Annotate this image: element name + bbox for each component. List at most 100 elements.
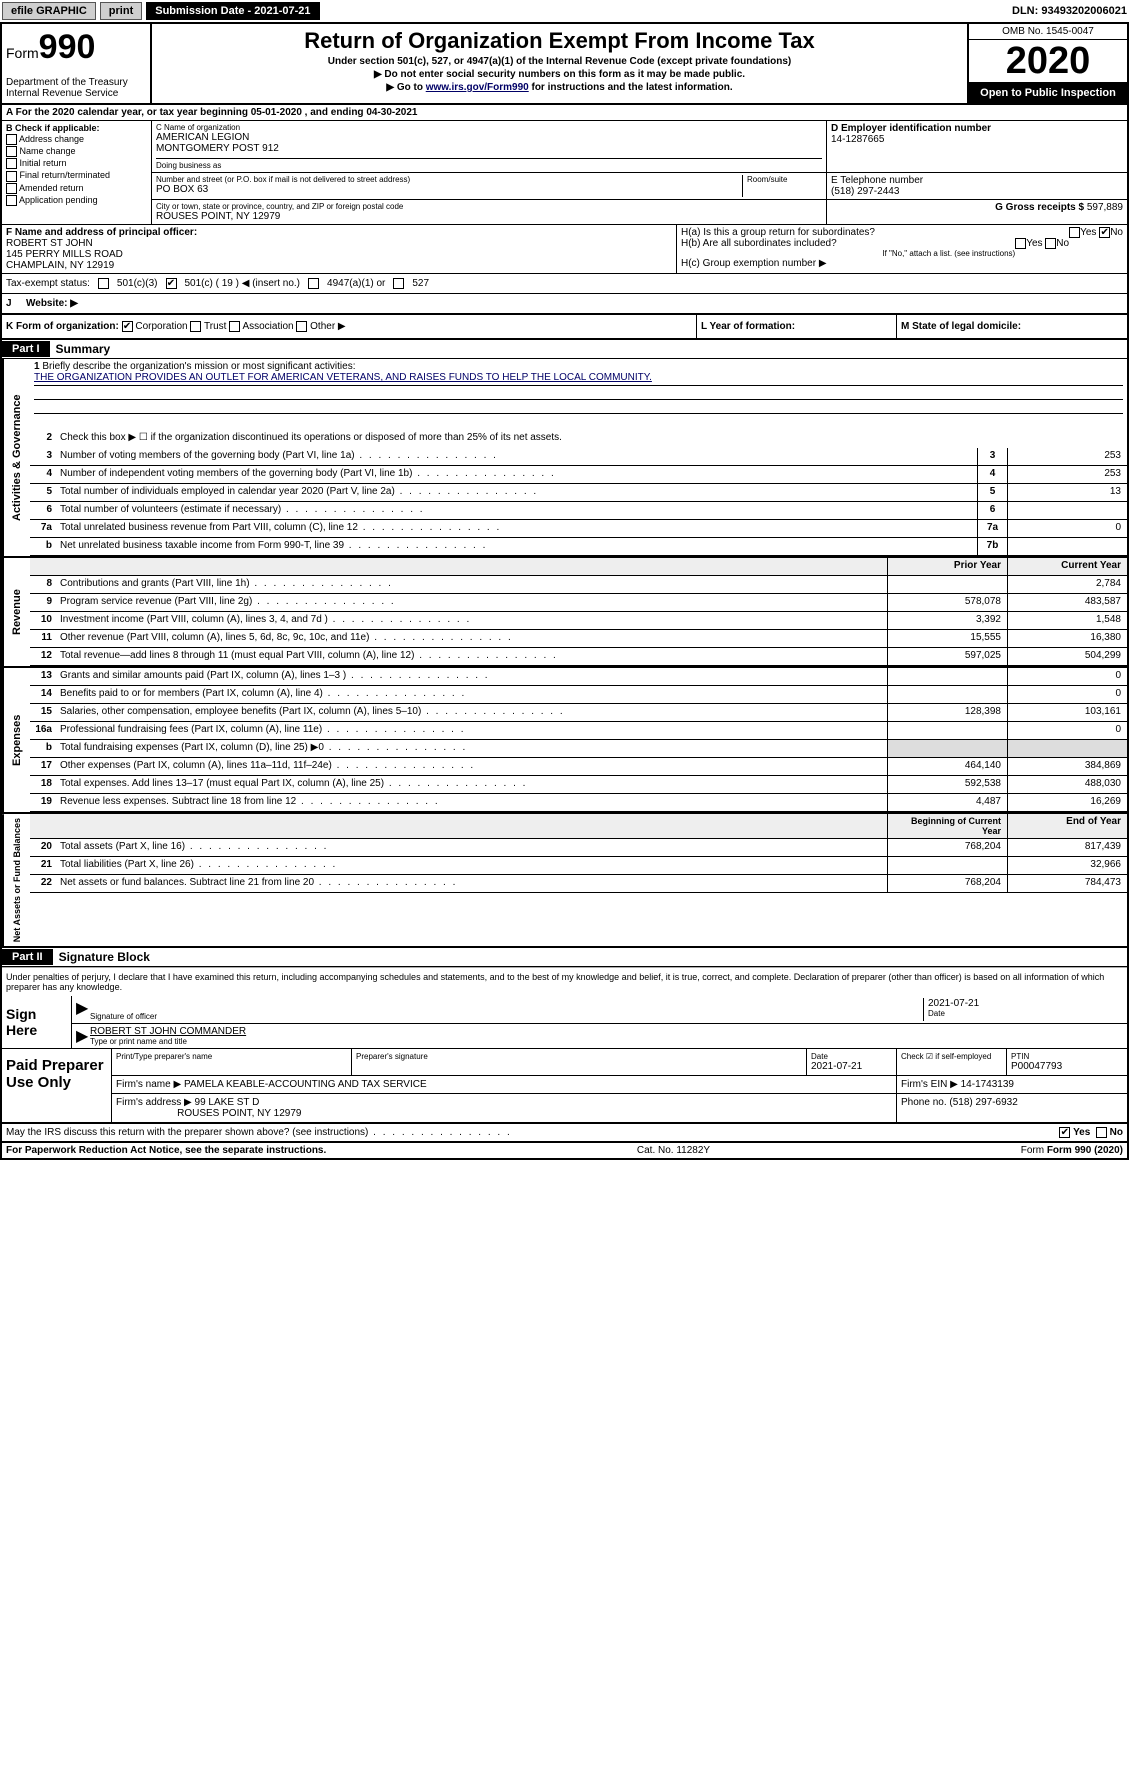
open-public: Open to Public Inspection	[969, 83, 1127, 103]
print-btn[interactable]: print	[100, 2, 142, 20]
sig-date: 2021-07-21	[928, 998, 1123, 1009]
cb-name-change[interactable]: Name change	[6, 146, 147, 157]
cb-corp[interactable]	[122, 321, 133, 332]
officer-hdr: F Name and address of principal officer:	[6, 227, 672, 238]
cb-501c3[interactable]	[98, 278, 109, 289]
table-row: 4Number of independent voting members of…	[30, 466, 1127, 484]
cb-4947[interactable]	[308, 278, 319, 289]
website-label: Website: ▶	[26, 298, 78, 309]
irs-link[interactable]: www.irs.gov/Form990	[426, 82, 529, 93]
firm-addr1: 99 LAKE ST D	[195, 1097, 260, 1108]
prep-date: 2021-07-21	[811, 1061, 892, 1072]
table-row: 22Net assets or fund balances. Subtract …	[30, 875, 1127, 893]
tel-value: (518) 297-2443	[831, 186, 1123, 197]
part-2-tag: Part II	[2, 949, 53, 965]
firm-addr-lbl: Firm's address ▶	[116, 1097, 192, 1108]
tel-hdr: E Telephone number	[831, 175, 1123, 186]
cb-amended[interactable]: Amended return	[6, 183, 147, 194]
org-name-hdr: C Name of organization	[156, 123, 822, 132]
officer-name: ROBERT ST JOHN	[6, 238, 672, 249]
submission-date: Submission Date - 2021-07-21	[146, 2, 319, 20]
table-row: 3Number of voting members of the governi…	[30, 448, 1127, 466]
officer-addr1: 145 PERRY MILLS ROAD	[6, 249, 672, 260]
form-title: Return of Organization Exempt From Incom…	[156, 28, 963, 54]
efile-btn[interactable]: efile GRAPHIC	[2, 2, 96, 20]
table-row: 6Total number of volunteers (estimate if…	[30, 502, 1127, 520]
cb-527[interactable]	[393, 278, 404, 289]
tax-period: A For the 2020 calendar year, or tax yea…	[2, 105, 1127, 121]
form-number: Form990	[6, 28, 146, 67]
cat-no: Cat. No. 11282Y	[637, 1145, 710, 1156]
table-row: 5Total number of individuals employed in…	[30, 484, 1127, 502]
cb-address-change[interactable]: Address change	[6, 134, 147, 145]
subtitle-1: Under section 501(c), 527, or 4947(a)(1)…	[156, 56, 963, 67]
section-abcd: B Check if applicable: Address change Na…	[2, 121, 1127, 225]
k-label: K Form of organization:	[6, 321, 119, 332]
table-row: 13Grants and similar amounts paid (Part …	[30, 668, 1127, 686]
table-row: 16aProfessional fundraising fees (Part I…	[30, 722, 1127, 740]
sign-here-block: Sign Here ▶ Signature of officer 2021-07…	[2, 996, 1127, 1049]
table-row: 15Salaries, other compensation, employee…	[30, 704, 1127, 722]
table-row: 8Contributions and grants (Part VIII, li…	[30, 576, 1127, 594]
m-state: M State of legal domicile:	[901, 321, 1021, 332]
side-expenses: Expenses	[2, 668, 30, 812]
prep-sig-hdr: Preparer's signature	[356, 1052, 802, 1061]
table-row: 11Other revenue (Part VIII, column (A), …	[30, 630, 1127, 648]
side-net-assets: Net Assets or Fund Balances	[2, 814, 30, 946]
arrow-icon: ▶	[76, 1026, 90, 1046]
cb-discuss-no[interactable]	[1096, 1127, 1107, 1138]
table-row: 14Benefits paid to or for members (Part …	[30, 686, 1127, 704]
form-container: Form990 Department of the Treasury Inter…	[0, 22, 1129, 1160]
ptin-hdr: PTIN	[1011, 1052, 1123, 1061]
ptin-value: P00047793	[1011, 1061, 1123, 1072]
table-row: 7aTotal unrelated business revenue from …	[30, 520, 1127, 538]
table-row: 19Revenue less expenses. Subtract line 1…	[30, 794, 1127, 812]
firm-ein: 14-1743139	[961, 1079, 1014, 1090]
ein-hdr: D Employer identification number	[831, 123, 1123, 134]
expenses-section: Expenses 13Grants and similar amounts pa…	[2, 668, 1127, 814]
org-name-1: AMERICAN LEGION	[156, 132, 822, 143]
cb-initial-return[interactable]: Initial return	[6, 158, 147, 169]
prep-date-hdr: Date	[811, 1052, 892, 1061]
h-c: H(c) Group exemption number ▶	[681, 258, 1123, 269]
form-990-num: 990	[39, 28, 96, 66]
col-end-year: End of Year	[1007, 814, 1127, 838]
firm-phone: (518) 297-6932	[949, 1097, 1017, 1108]
cb-app-pending[interactable]: Application pending	[6, 195, 147, 206]
mission-text: THE ORGANIZATION PROVIDES AN OUTLET FOR …	[34, 372, 1123, 386]
prep-self-employed: Check ☑ if self-employed	[897, 1049, 1007, 1075]
arrow-icon: ▶	[76, 998, 90, 1021]
tax-status-label: Tax-exempt status:	[6, 278, 90, 289]
table-row: bNet unrelated business taxable income f…	[30, 538, 1127, 556]
perjury-statement: Under penalties of perjury, I declare th…	[2, 967, 1127, 996]
cb-discuss-yes[interactable]	[1059, 1127, 1070, 1138]
table-row: 20Total assets (Part X, line 16)768,2048…	[30, 839, 1127, 857]
j-label: J	[6, 298, 26, 309]
tax-year: 2020	[969, 40, 1127, 83]
col-b-header: B Check if applicable:	[6, 123, 147, 133]
l-year-formation: L Year of formation:	[701, 321, 795, 332]
h-b-note: If "No," attach a list. (see instruction…	[681, 249, 1123, 258]
h-a: H(a) Is this a group return for subordin…	[681, 227, 1123, 238]
org-name-2: MONTGOMERY POST 912	[156, 143, 822, 154]
room-suite: Room/suite	[742, 175, 822, 197]
col-b-checkboxes: B Check if applicable: Address change Na…	[2, 121, 152, 224]
addr-hdr: Number and street (or P.O. box if mail i…	[156, 175, 742, 184]
officer-addr2: CHAMPLAIN, NY 12919	[6, 260, 672, 271]
phone-lbl: Phone no.	[901, 1097, 947, 1108]
cb-other[interactable]	[296, 321, 307, 332]
cb-501c[interactable]	[166, 278, 177, 289]
pra-notice: For Paperwork Reduction Act Notice, see …	[6, 1145, 326, 1156]
part-1-title: Summary	[50, 340, 117, 358]
row-f-h: F Name and address of principal officer:…	[2, 225, 1127, 274]
sign-here-label: Sign Here	[2, 996, 72, 1048]
cb-final-return[interactable]: Final return/terminated	[6, 170, 147, 181]
cb-trust[interactable]	[190, 321, 201, 332]
table-row: 18Total expenses. Add lines 13–17 (must …	[30, 776, 1127, 794]
cb-assoc[interactable]	[229, 321, 240, 332]
ein-value: 14-1287665	[831, 134, 1123, 145]
form-label: Form	[6, 45, 39, 61]
firm-name: PAMELA KEABLE-ACCOUNTING AND TAX SERVICE	[184, 1079, 427, 1090]
irs-label: Internal Revenue Service	[6, 88, 146, 99]
website-row: J Website: ▶	[2, 294, 1127, 315]
